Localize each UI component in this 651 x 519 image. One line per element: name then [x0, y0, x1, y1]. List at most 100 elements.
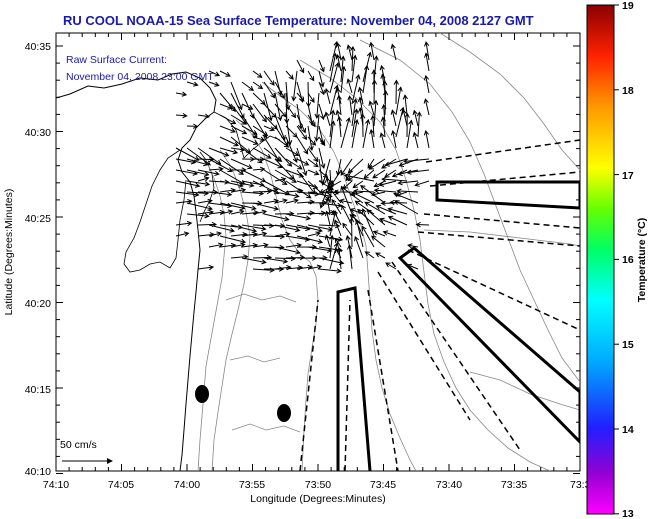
radar-dashed-lines — [299, 139, 580, 471]
current-vector — [407, 243, 419, 249]
x-axis-title: Longitude (Degrees:Minutes) — [250, 493, 385, 505]
current-vector — [307, 136, 317, 146]
current-vector — [296, 244, 318, 250]
x-tick-label: 74:00 — [174, 479, 200, 491]
current-vector — [252, 180, 280, 195]
current-vector — [364, 251, 375, 259]
current-vector — [175, 180, 201, 188]
current-vector — [263, 147, 283, 162]
current-vector — [359, 185, 386, 204]
current-vector — [175, 231, 190, 237]
x-tick-label: 73:50 — [305, 479, 331, 491]
current-vector — [415, 222, 430, 228]
current-vector — [362, 118, 371, 149]
radar-sector-polygons — [336, 180, 580, 471]
current-vector — [331, 198, 342, 215]
current-vector — [307, 169, 320, 176]
current-vector — [263, 92, 273, 122]
current-vector — [285, 235, 311, 242]
current-vector — [219, 202, 246, 211]
current-vector — [314, 114, 320, 143]
current-vector — [329, 179, 335, 204]
current-vector — [378, 180, 397, 187]
current-vector — [423, 129, 430, 149]
current-vector — [346, 44, 353, 61]
current-vector — [423, 74, 430, 94]
current-vector — [318, 59, 325, 73]
current-vector — [329, 234, 335, 259]
current-vector — [375, 252, 386, 259]
current-vector — [230, 242, 246, 248]
current-vector — [349, 217, 355, 248]
current-vector — [252, 70, 263, 78]
current-vector — [355, 219, 364, 248]
current-vector — [285, 169, 305, 178]
current-vector — [296, 235, 324, 245]
current-vector — [274, 224, 301, 233]
current-vector — [197, 113, 211, 119]
current-vector — [416, 111, 422, 138]
current-vector — [329, 120, 336, 149]
current-vector — [252, 125, 269, 137]
colorbar — [586, 4, 615, 515]
current-vector — [382, 230, 397, 237]
current-vector — [285, 198, 299, 204]
current-vector — [263, 81, 276, 99]
current-vector — [197, 198, 213, 204]
y-tick-marks — [56, 45, 580, 474]
current-vector — [351, 54, 358, 83]
current-vector — [252, 136, 266, 142]
current-vector — [336, 115, 343, 138]
current-vector — [197, 169, 220, 177]
current-vector — [230, 158, 253, 170]
current-vector — [208, 147, 230, 157]
current-vector — [373, 99, 379, 127]
current-vector — [296, 114, 307, 134]
current-vector — [325, 197, 331, 215]
current-vector — [390, 109, 397, 127]
current-vector — [424, 52, 430, 72]
current-vector — [291, 70, 298, 102]
current-vector — [379, 217, 397, 226]
current-vector — [241, 210, 260, 216]
current-vector — [352, 180, 364, 189]
current-vector — [361, 225, 375, 248]
current-vector — [208, 231, 222, 237]
current-vector — [219, 70, 231, 77]
current-vector — [296, 92, 305, 102]
current-vector — [263, 169, 288, 186]
current-vector — [252, 231, 268, 237]
inner-shore — [123, 149, 187, 273]
harbor-shore — [213, 111, 281, 159]
current-vector — [285, 136, 298, 163]
current-vector — [384, 169, 397, 178]
current-vector — [219, 103, 233, 110]
colorbar-tick: 18 — [622, 85, 634, 97]
x-tick-label: 73:3 — [570, 479, 591, 491]
current-vector — [197, 176, 210, 182]
current-vector — [219, 125, 236, 133]
current-vector — [324, 210, 331, 226]
current-vector — [406, 263, 419, 270]
x-tick-label: 73:35 — [501, 479, 527, 491]
current-vector — [379, 132, 386, 149]
current-vector — [354, 200, 375, 215]
current-vector — [368, 158, 386, 170]
current-vector — [285, 103, 297, 119]
current-vector — [387, 207, 408, 215]
current-vector — [327, 185, 342, 204]
current-vectors — [175, 40, 430, 274]
current-vector — [241, 81, 254, 92]
current-vector — [329, 52, 338, 83]
current-vector — [186, 180, 211, 187]
inset-line-2: November 04, 2008 23:00 GMT — [66, 71, 214, 83]
current-vector — [357, 96, 364, 116]
current-vector — [175, 198, 193, 205]
current-vector — [285, 70, 294, 80]
current-vector — [346, 78, 353, 94]
scale-label: 50 cm/s — [60, 439, 97, 451]
current-vector — [230, 81, 243, 111]
current-vector — [336, 247, 342, 270]
current-vector — [252, 166, 266, 172]
current-vector — [380, 116, 386, 138]
